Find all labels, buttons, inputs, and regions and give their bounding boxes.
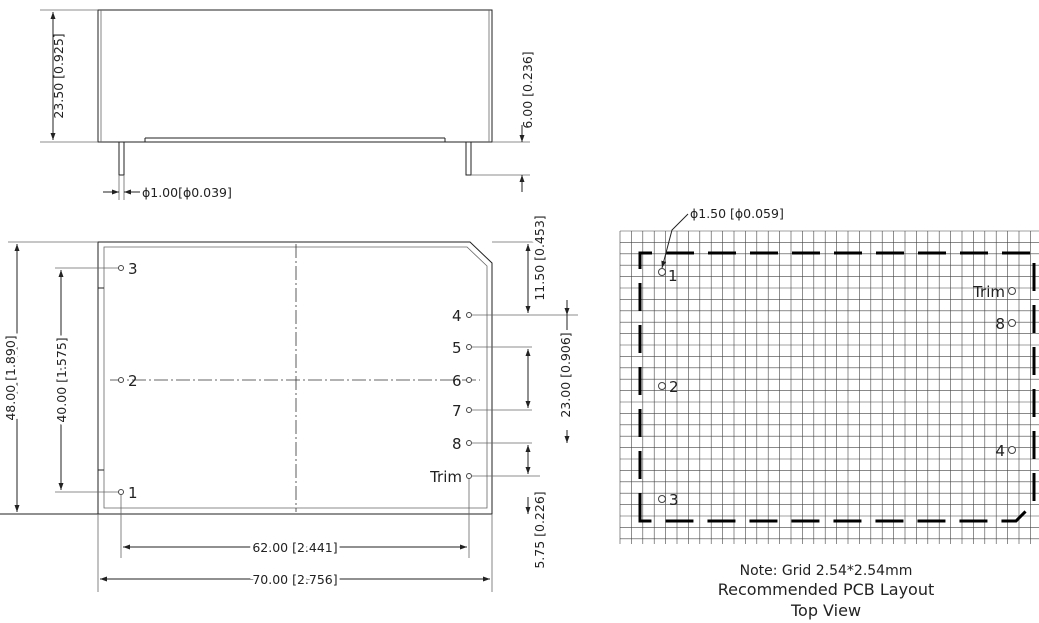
- pin-1: 1: [118, 484, 138, 502]
- pin-length-dim-label: 6.00 [0.236]: [520, 51, 535, 128]
- svg-text:8: 8: [452, 435, 462, 453]
- svg-text:4: 4: [995, 442, 1005, 460]
- pcb-pin-1: 1: [658, 267, 678, 285]
- front-view: 3 2 1 4 5 6 7 8: [0, 212, 578, 592]
- pin-trim: Trim: [429, 468, 472, 486]
- pcb-layout: 1 2 3 Trim 8 4 ϕ1.50 [ϕ0.059] Note: Grid…: [619, 206, 1039, 620]
- svg-text:3: 3: [128, 260, 138, 278]
- pin-4: 4: [452, 307, 472, 325]
- height-outer-dimension: 48.00 [1.890]: [0, 244, 21, 512]
- width-pins-dimension: 62.00 [2.441]: [123, 537, 467, 558]
- pcb-outline: [638, 251, 1036, 523]
- pin-diameter-dimension: ϕ1.00[ϕ0.039]: [103, 175, 232, 200]
- pin-7: 7: [452, 402, 472, 420]
- side-view-pin-left: [118, 141, 125, 176]
- pin-5: 5: [452, 339, 472, 357]
- top-offset-dimension: 11.50 [0.453]: [525, 212, 550, 313]
- side-view: 23.50 [0.925] 6.00 [0.236] ϕ1.00[ϕ0.039]: [40, 9, 535, 200]
- svg-text:4: 4: [452, 307, 462, 325]
- svg-text:6: 6: [452, 372, 462, 390]
- pcb-layout-subtitle: Top View: [790, 601, 861, 620]
- width-pins-dim-label: 62.00 [2.441]: [252, 540, 337, 555]
- pin-length-dimension: 6.00 [0.236]: [519, 51, 535, 192]
- svg-text:1: 1: [128, 484, 138, 502]
- pcb-pin-trim: Trim: [972, 283, 1016, 301]
- hole-diameter-callout: ϕ1.50 [ϕ0.059]: [661, 206, 784, 269]
- pin-diameter-dim-label: ϕ1.00[ϕ0.039]: [142, 185, 232, 200]
- side-view-body: [97, 9, 493, 143]
- hole-diameter-dim-label: ϕ1.50 [ϕ0.059]: [690, 206, 784, 221]
- svg-text:5: 5: [452, 339, 462, 357]
- bottom-offset-dim-label: 5.75 [0.226]: [532, 491, 547, 568]
- front-view-outline: [97, 241, 493, 515]
- pin-2: 2: [118, 372, 138, 390]
- svg-text:2: 2: [128, 372, 138, 390]
- pcb-grid: [619, 230, 1039, 544]
- svg-text:1: 1: [668, 267, 678, 285]
- top-offset-dim-label: 11.50 [0.453]: [532, 215, 547, 300]
- height-dim-label: 23.50 [0.925]: [51, 33, 66, 118]
- svg-text:7: 7: [452, 402, 462, 420]
- height-pins-dim-label: 40.00 [1.575]: [54, 337, 69, 422]
- pcb-pin-4: 4: [995, 442, 1016, 460]
- pin-3: 3: [118, 260, 138, 278]
- bottom-offset-dimension: 5.75 [0.226]: [525, 445, 550, 572]
- pcb-pin-3: 3: [658, 491, 679, 509]
- pcb-pin-2: 2: [658, 378, 679, 396]
- svg-text:Trim: Trim: [972, 283, 1005, 301]
- svg-text:2: 2: [669, 378, 679, 396]
- pin-8: 8: [452, 435, 472, 453]
- svg-text:3: 3: [669, 491, 679, 509]
- height-dimension: 23.50 [0.925]: [50, 12, 66, 140]
- pcb-layout-title: Recommended PCB Layout: [718, 580, 935, 599]
- pcb-pin-8: 8: [995, 315, 1016, 333]
- width-outer-dim-label: 70.00 [2.756]: [252, 572, 337, 587]
- right-pins-span-dim-label: 23.00 [0.906]: [558, 332, 573, 417]
- svg-text:8: 8: [995, 315, 1005, 333]
- pin-6: 6: [452, 372, 472, 390]
- width-outer-dimension: 70.00 [2.756]: [100, 569, 490, 590]
- side-view-pin-right: [465, 141, 472, 176]
- pcb-grid-note: Note: Grid 2.54*2.54mm: [740, 563, 913, 579]
- svg-text:Trim: Trim: [429, 468, 462, 486]
- height-pins-dimension: 40.00 [1.575]: [51, 270, 72, 490]
- height-outer-dim-label: 48.00 [1.890]: [3, 335, 18, 420]
- right-pins-span-dimension: 23.00 [0.906]: [525, 300, 576, 443]
